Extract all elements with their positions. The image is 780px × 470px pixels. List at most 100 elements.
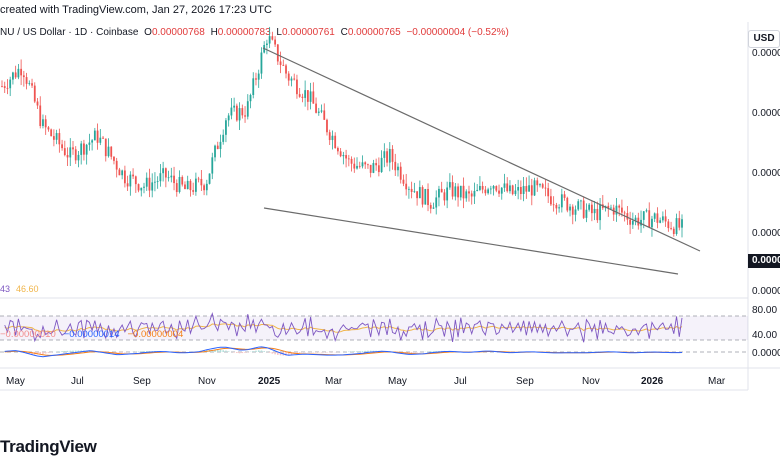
candle-body — [233, 105, 236, 108]
candle-body — [593, 208, 596, 214]
candle-body — [580, 200, 582, 202]
candle-body — [20, 68, 23, 76]
candle-body — [560, 194, 563, 208]
time-label-jul-2025: Jul — [454, 376, 467, 387]
candle-body — [205, 183, 208, 191]
candle-body — [298, 94, 301, 97]
candle-body — [607, 205, 610, 209]
macd-histogram-bar — [432, 351, 435, 352]
macd-histogram-bar — [225, 350, 227, 352]
candle-body — [569, 206, 571, 211]
change-value: −0.00000004 (−0.52%) — [406, 27, 509, 38]
candle-body — [151, 182, 154, 191]
macd-histogram-bar — [356, 351, 358, 352]
candle-body — [31, 83, 33, 86]
candle-body — [331, 135, 334, 141]
macd-histogram-bar — [358, 351, 361, 352]
candle-body — [115, 160, 118, 170]
macd-histogram-bar — [236, 352, 238, 353]
candle-body — [399, 166, 402, 180]
candle-body — [667, 221, 670, 229]
candle-body — [279, 61, 282, 65]
candle-body — [132, 174, 134, 177]
candle-body — [50, 129, 53, 137]
time-label-nov-2025: Nov — [582, 376, 600, 387]
candle-body — [350, 158, 353, 164]
candle-body — [345, 155, 347, 159]
candle-body — [432, 207, 435, 209]
candle-body — [3, 86, 6, 88]
macd-histogram-bar — [353, 351, 356, 352]
candle-body — [285, 65, 287, 74]
candle-body — [167, 177, 170, 179]
candle-body — [634, 217, 637, 221]
candle-body — [211, 157, 214, 174]
candle-body — [380, 157, 383, 173]
candle-body — [596, 208, 599, 221]
candle-body — [492, 186, 495, 189]
candle-body — [301, 96, 304, 98]
candle-body — [462, 185, 465, 199]
candle-body — [610, 207, 612, 209]
candle-body — [208, 173, 211, 184]
candle-body — [52, 136, 55, 140]
macd-histogram-bar — [298, 352, 301, 353]
candle-body — [429, 205, 432, 209]
candle-body — [656, 213, 659, 223]
candle-body — [225, 120, 227, 135]
candle-body — [391, 148, 394, 162]
macd-histogram-bar — [66, 350, 69, 352]
candle-body — [435, 197, 438, 208]
candle-body — [484, 189, 487, 194]
macd-histogram-bar — [367, 350, 369, 352]
time-label-mar-2025: Mar — [325, 376, 343, 387]
macd-histogram-bar — [413, 352, 416, 353]
macd-line-value: −0.00000014 — [63, 329, 120, 340]
macd-histogram-bar — [429, 351, 432, 352]
candle-body — [651, 218, 653, 228]
candle-body — [427, 189, 429, 206]
candle-body — [386, 151, 388, 163]
candle-body — [397, 166, 399, 171]
macd-histogram-bar — [244, 352, 246, 353]
macd-histogram-bar — [77, 350, 80, 352]
candle-body — [481, 185, 484, 190]
candle-body — [618, 205, 621, 208]
candle-body — [296, 79, 298, 95]
macd-histogram-bar — [80, 350, 82, 352]
candle-body — [443, 192, 446, 201]
candle-body — [495, 186, 498, 191]
candle-body — [506, 183, 509, 192]
candle-body — [66, 155, 69, 158]
price-axis-label-1: 0.0000 — [752, 48, 780, 59]
macd-histogram-bar — [320, 352, 323, 353]
candle-body — [582, 200, 585, 218]
currency-selector[interactable]: USD — [748, 30, 780, 48]
candle-body — [293, 78, 296, 80]
candle-body — [249, 94, 252, 102]
candle-body — [306, 90, 309, 102]
candle-body — [588, 204, 591, 210]
candle-body — [326, 119, 328, 133]
candle-body — [678, 218, 681, 228]
candle-body — [72, 147, 74, 150]
macd-histogram-bar — [301, 352, 304, 353]
macd-histogram-bar — [238, 352, 241, 354]
candle-body — [99, 137, 102, 143]
candle-body — [571, 206, 574, 215]
candle-body — [173, 175, 175, 184]
macd-histogram-bar — [233, 352, 235, 353]
low-value: L0.00000761 — [276, 27, 337, 38]
price-axis-label-4: 0.0000 — [752, 228, 780, 239]
open-value: O0.00000768 — [144, 27, 207, 38]
candle-body — [134, 176, 137, 185]
candle-body — [353, 163, 356, 169]
candle-body — [317, 111, 320, 113]
symbol-legend: NU / US Dollar · 1D · Coinbase O0.000007… — [0, 27, 509, 38]
candle-body — [312, 91, 315, 104]
macd-histogram-bar — [255, 350, 257, 352]
candle-body — [154, 181, 156, 183]
macd-histogram-bar — [364, 350, 367, 352]
high-value: H0.00000783 — [211, 27, 274, 38]
